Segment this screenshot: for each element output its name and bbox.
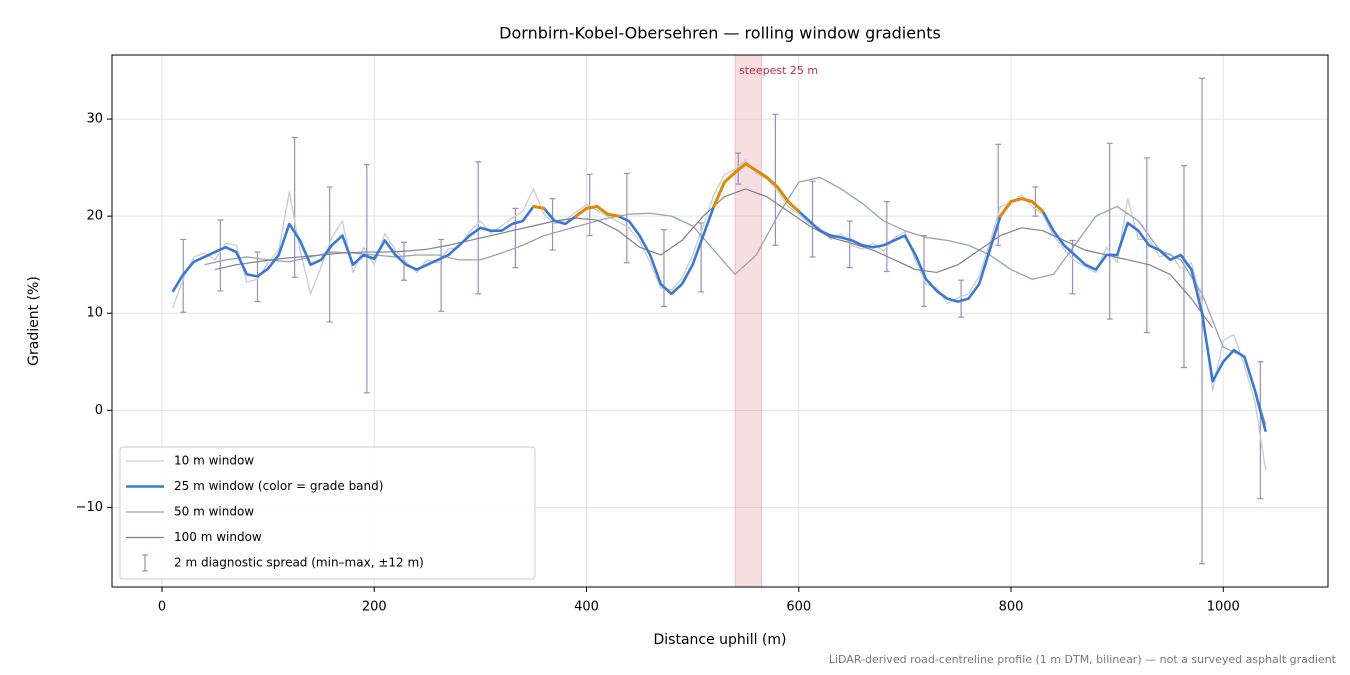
x-tick-label: 800	[999, 600, 1024, 615]
legend-label: 50 m window	[174, 505, 254, 519]
grade-band-segment	[1030, 200, 1045, 213]
legend-label: 25 m window (color = grade band)	[174, 479, 383, 493]
error-bar	[698, 222, 705, 293]
grade-band-segment	[754, 169, 769, 179]
plot-frame	[111, 54, 1329, 588]
x-tick-label: 0	[158, 600, 166, 615]
grade-band-segment	[595, 204, 610, 216]
grade-band-segment	[584, 204, 599, 210]
annotation: steepest 25 m	[739, 64, 818, 77]
legend-box	[119, 446, 536, 580]
error-bar	[1143, 157, 1150, 334]
error-bar	[1106, 142, 1113, 320]
error-bar	[623, 172, 630, 264]
x-tick-label: 600	[786, 600, 811, 615]
y-tick-label: 0	[95, 403, 103, 418]
grade-band-segment	[531, 204, 546, 210]
error-bar	[846, 220, 853, 269]
error-bar	[772, 113, 779, 246]
error-bar	[660, 229, 667, 308]
x-tick-label: 400	[574, 600, 599, 615]
legend-label: 2 m diagnostic spread (min–max, ±12 m)	[174, 556, 424, 570]
error-bar	[958, 279, 965, 318]
error-bar	[883, 200, 890, 273]
grade-band-segment	[1020, 197, 1034, 204]
highlight-span	[734, 54, 763, 588]
series-line	[204, 176, 1267, 426]
legend-label: 10 m window	[174, 454, 254, 468]
legend-swatch	[142, 554, 148, 572]
error-bar	[809, 180, 816, 258]
x-axis-label: Distance uphill (m)	[654, 632, 787, 648]
grade-band-segment	[574, 206, 588, 218]
error-bar	[549, 198, 556, 251]
y-tick-label: 10	[86, 306, 103, 321]
y-axis-label: Gradient (%)	[26, 276, 42, 366]
grade-band-segment	[722, 170, 737, 184]
footnote: LiDAR-derived road-centreline profile (1…	[829, 653, 1337, 666]
error-bar	[995, 143, 1002, 246]
error-bar	[586, 173, 593, 237]
grade-band-segment	[998, 200, 1013, 218]
grade-band-segment	[786, 200, 801, 213]
error-bar	[1069, 239, 1076, 295]
error-bar	[512, 207, 519, 269]
grade-band-segment	[733, 162, 748, 174]
error-bar	[291, 136, 298, 278]
series-line	[171, 162, 1267, 432]
error-bar	[1032, 186, 1039, 217]
x-tick-label: 1000	[1207, 600, 1240, 615]
grade-band-segment	[712, 180, 726, 208]
error-bar	[1257, 361, 1264, 500]
grade-band-segment	[1009, 197, 1024, 204]
grade-band-segment	[776, 185, 790, 204]
legend-label: 100 m window	[174, 530, 262, 544]
grade-band-segment	[744, 162, 758, 173]
grade-band-segment	[765, 175, 780, 189]
y-tick-label: −10	[76, 500, 103, 515]
y-tick-label: 20	[86, 209, 103, 224]
y-tick-label: 30	[86, 112, 103, 127]
error-bar	[363, 164, 370, 394]
error-bar	[438, 238, 445, 312]
x-tick-label: 200	[362, 600, 387, 615]
error-bar	[217, 219, 224, 292]
grade-band-segment	[606, 212, 620, 218]
series-line	[171, 159, 1267, 471]
chart-title: Dornbirn-Kobel-Obersehren — rolling wind…	[499, 24, 941, 43]
